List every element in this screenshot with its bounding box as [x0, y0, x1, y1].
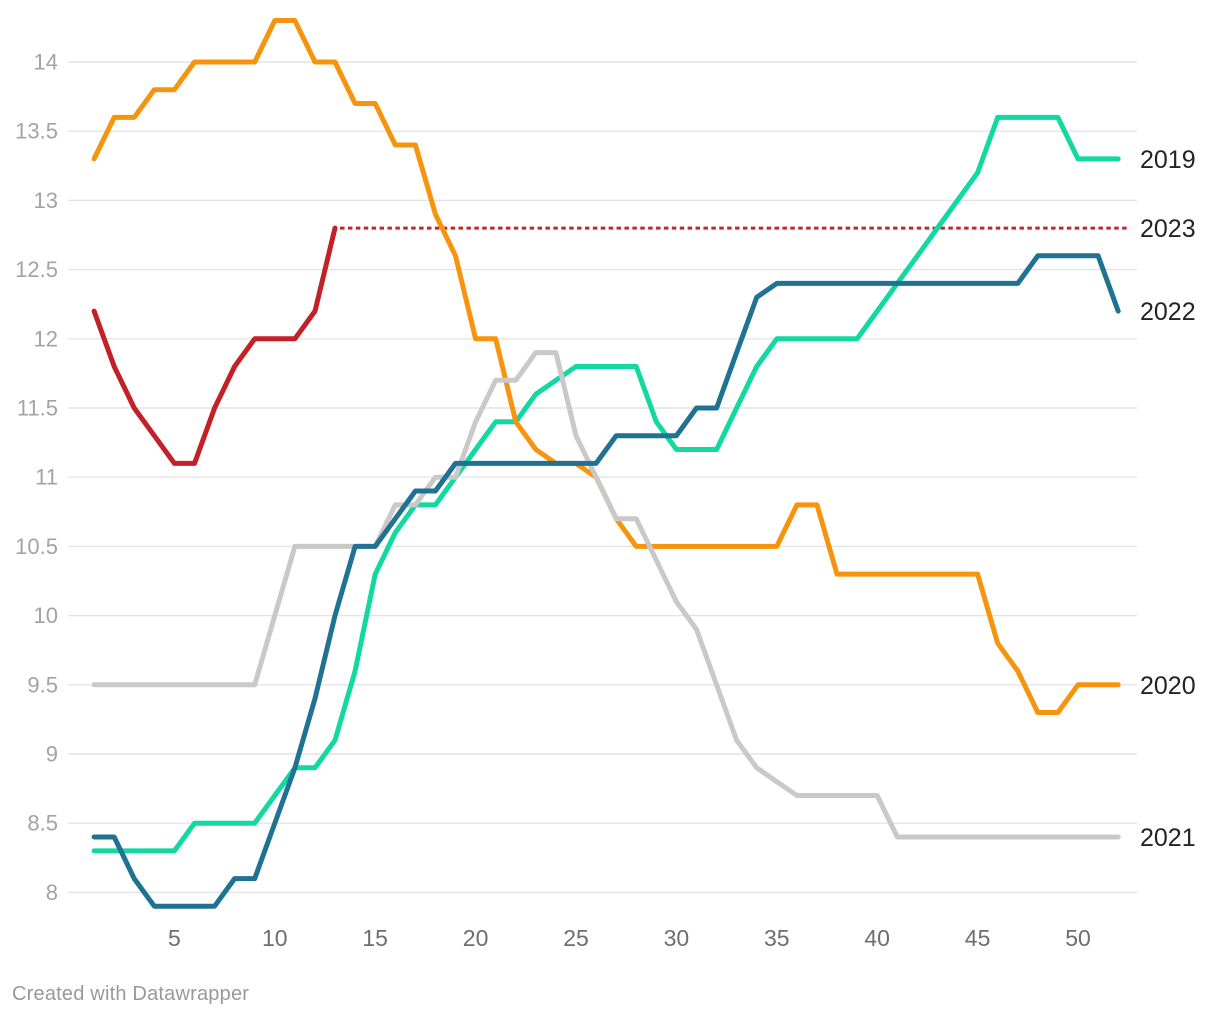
y-tick-label: 12 [34, 326, 58, 351]
y-tick-label: 10 [34, 603, 58, 628]
x-tick-label: 30 [664, 925, 690, 951]
x-tick-label: 40 [864, 925, 890, 951]
chart-svg: 8 8.5 9 9.5 10 10.5 11 11.5 12 12.5 13 13.5 14 5 10 15 2… [15, 18, 1196, 951]
y-tick-label: 8.5 [27, 811, 58, 836]
y-tick-label: 9 [46, 742, 58, 767]
y-tick-label: 11.5 [17, 396, 58, 421]
x-tick-label: 25 [563, 925, 589, 951]
x-tick-label: 35 [764, 925, 790, 951]
series-line-2022 [91, 253, 1121, 909]
series-line-2021 [91, 350, 1121, 840]
y-tick-label: 14 [34, 50, 58, 75]
series-label-2020: 2020 [1140, 672, 1196, 700]
x-tick-label: 20 [463, 925, 489, 951]
series-label-2023: 2023 [1140, 215, 1196, 243]
y-tick-label: 12.5 [15, 257, 58, 282]
series-label-2022: 2022 [1140, 298, 1196, 326]
x-tick-label: 10 [262, 925, 288, 951]
attribution-footer: Created with Datawrapper [12, 983, 250, 1005]
x-tick-label: 50 [1065, 925, 1091, 951]
x-tick-label: 15 [362, 925, 388, 951]
series-label-2021: 2021 [1140, 824, 1196, 852]
y-tick-label: 13 [34, 188, 58, 213]
y-tick-label: 8 [46, 880, 58, 905]
series-line-2023 [91, 225, 338, 466]
y-tick-label: 9.5 [27, 672, 58, 697]
y-tick-label: 11 [35, 465, 58, 490]
x-tick-label: 5 [168, 925, 181, 951]
x-tick-label: 45 [965, 925, 991, 951]
series-label-2019: 2019 [1140, 146, 1196, 174]
series-line-2019 [91, 114, 1121, 854]
y-tick-label: 13.5 [15, 119, 58, 144]
y-tick-label: 10.5 [15, 534, 58, 559]
